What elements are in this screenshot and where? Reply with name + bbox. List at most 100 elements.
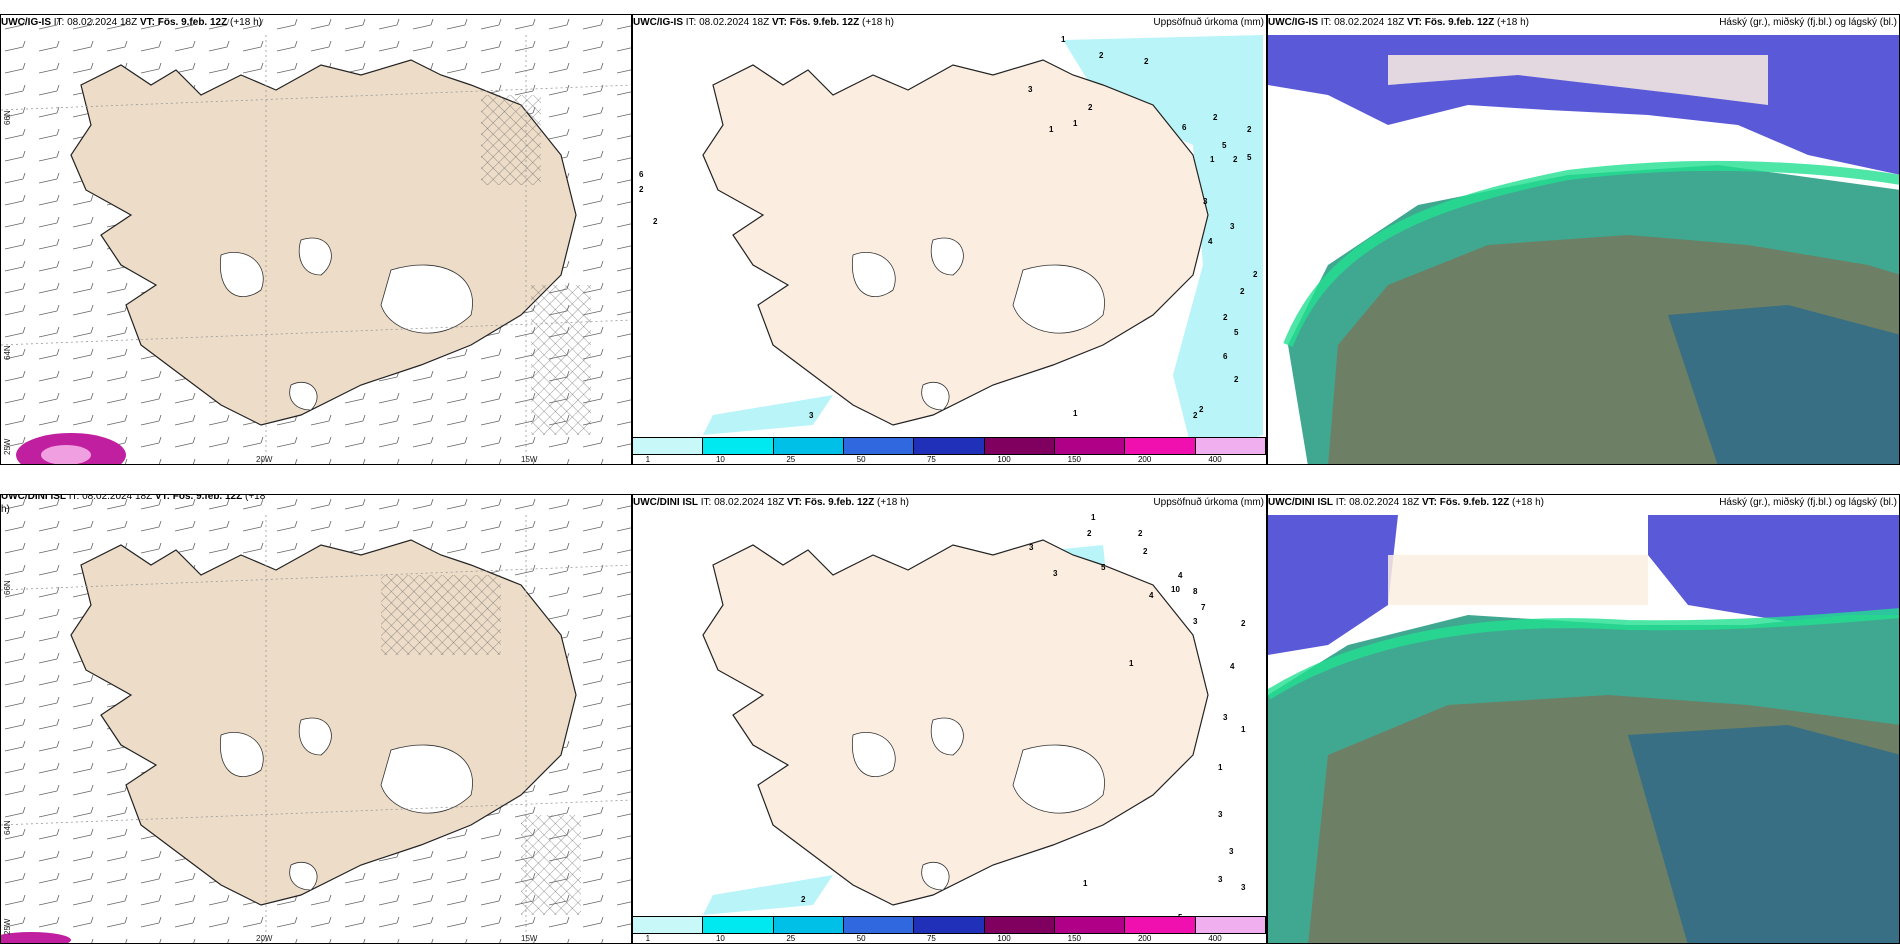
precip-value: 3: [1203, 197, 1208, 206]
colorbar-swatch: [1125, 917, 1196, 933]
field-title: Háský (gr.), miðský (fj.bl.) og lágský (…: [1719, 17, 1897, 28]
precip-value: 2: [801, 895, 806, 904]
precip-value: 7: [1201, 603, 1206, 612]
precip-value: 4: [1208, 237, 1213, 246]
panel-title: UWC/DINI ISL IT: 08.02.2024 18Z VT: Fös.…: [633, 497, 909, 508]
precip-value: 2: [1223, 313, 1228, 322]
colorbar-label: 100: [997, 934, 1011, 943]
panel-wind-bottom: UWC/DINI ISL IT: 08.02.2024 18Z VT: Fös.…: [0, 494, 632, 944]
precip-value: 5: [1222, 141, 1227, 150]
precip-value: 1: [1218, 763, 1223, 772]
colorbar-swatch: [703, 438, 774, 454]
lat-label-66: 66N: [3, 580, 12, 595]
precip-value: 2: [1087, 529, 1092, 538]
precip-value: 3: [1193, 617, 1198, 626]
precip-value: 2: [1143, 547, 1148, 556]
precip-value: 3: [1218, 810, 1223, 819]
cloud-map: [1268, 515, 1899, 943]
precip-value: 3: [1028, 85, 1033, 94]
precip-value: 3: [809, 411, 814, 420]
colorbar-swatch: [1054, 917, 1126, 933]
colorbar-label: 75: [926, 934, 936, 943]
lon-label-15: 15W: [521, 455, 538, 464]
panel-wind-top: UWC/IG-IS IT: 08.02.2024 18Z VT: Fös. 9.…: [0, 14, 632, 465]
precip-value: 1: [1083, 879, 1088, 888]
precip-value: 2: [1088, 103, 1093, 112]
wind-map: [1, 15, 631, 464]
cloud-map: [1268, 35, 1899, 464]
precip-map: [702, 539, 1209, 915]
precip-value: 6: [1182, 123, 1187, 132]
colorbar-swatch: [984, 917, 1055, 933]
colorbar-label: 10: [715, 934, 725, 943]
panel-title: UWC/DINI ISL IT: 08.02.2024 18Z VT: Fös.…: [1, 494, 266, 502]
precip-value: 1: [1073, 119, 1078, 128]
precip-value: 3: [1223, 713, 1228, 722]
colorbar-label: 400: [1208, 455, 1222, 464]
precip-value: 6: [1223, 352, 1228, 361]
precip-value: 3: [1029, 543, 1034, 552]
panel-title: UWC/IG-IS IT: 08.02.2024 18Z VT: Fös. 9.…: [633, 17, 894, 28]
colorbar-swatch: [1054, 438, 1126, 454]
lat-label-64: 64N: [3, 820, 12, 835]
colorbar-swatch: [1195, 438, 1266, 454]
precip-value: 2: [653, 217, 658, 226]
field-title: Háský (gr.), miðský (fj.bl.) og lágský (…: [1719, 497, 1897, 508]
lon-label-20: 20W: [256, 455, 273, 464]
colorbar-swatch: [1125, 438, 1196, 454]
precip-value: 1: [1049, 125, 1054, 134]
precip-value: 2: [1199, 405, 1204, 414]
colorbar-label: 200: [1137, 455, 1152, 464]
colorbar-swatch: [914, 917, 985, 933]
precip-value: 1: [1073, 409, 1078, 418]
colorbar-swatch: [633, 917, 704, 933]
precip-value: 6: [639, 170, 644, 179]
precip-value: 4: [1178, 571, 1183, 580]
precip-value: 5: [1101, 563, 1106, 572]
colorbar-label: 50: [856, 934, 866, 943]
precip-value: 1: [1061, 35, 1066, 44]
precip-value: 2: [1193, 411, 1198, 420]
colorbar-swatch: [773, 438, 844, 454]
precip-value: 2: [1247, 125, 1252, 134]
colorbar-swatch: [773, 917, 844, 933]
precip-value: 1: [1210, 155, 1215, 164]
field-title: Uppsöfnuð úrkoma (mm): [1153, 497, 1264, 508]
panel-title-wrap: h): [1, 504, 10, 515]
precip-value: 2: [1234, 375, 1239, 384]
precip-map: [702, 35, 1263, 455]
panel-title: UWC/IG-IS IT: 08.02.2024 18Z VT: Fös. 9.…: [1268, 17, 1529, 28]
precip-value: 2: [639, 185, 644, 194]
panel-cloud-top: UWC/IG-IS IT: 08.02.2024 18Z VT: Fös. 9.…: [1267, 14, 1900, 465]
precip-value: 3: [1053, 569, 1058, 578]
lon-label-15: 15W: [521, 934, 538, 943]
lon-label-25: 25W: [3, 918, 12, 935]
colorbar: [633, 437, 1266, 455]
colorbar-label: 400: [1208, 934, 1222, 943]
colorbar-label: 200: [1137, 934, 1152, 943]
colorbar-label: 10: [715, 455, 725, 464]
colorbar-label: 1: [645, 934, 651, 943]
lon-label-25: 25W: [3, 438, 12, 455]
panel-precip-bottom: UWC/DINI ISL IT: 08.02.2024 18Z VT: Fös.…: [632, 494, 1267, 944]
precip-value: 3: [1230, 222, 1235, 231]
colorbar-label: 25: [786, 455, 796, 464]
panel-title: UWC/DINI ISL IT: 08.02.2024 18Z VT: Fös.…: [1268, 497, 1544, 508]
colorbar-swatch: [1195, 917, 1266, 933]
precip-value: 10: [1171, 585, 1180, 594]
precip-value: 4: [1230, 662, 1235, 671]
precip-value: 2: [1233, 155, 1238, 164]
precip-value: 2: [1138, 529, 1143, 538]
precip-value: 3: [1218, 875, 1223, 884]
panel-title: UWC/IG-IS IT: 08.02.2024 18Z VT: Fös. 9.…: [1, 17, 262, 28]
colorbar-swatch: [843, 917, 915, 933]
colorbar-label: 25: [786, 934, 796, 943]
lon-label-20: 20W: [256, 934, 273, 943]
colorbar-swatch: [633, 438, 704, 454]
precip-value: 4: [1149, 591, 1154, 600]
precip-value: 5: [1247, 153, 1252, 162]
wind-map: [1, 495, 631, 943]
precip-value: 2: [1213, 113, 1218, 122]
precip-value: 8: [1193, 587, 1198, 596]
precip-value: 2: [1241, 619, 1246, 628]
